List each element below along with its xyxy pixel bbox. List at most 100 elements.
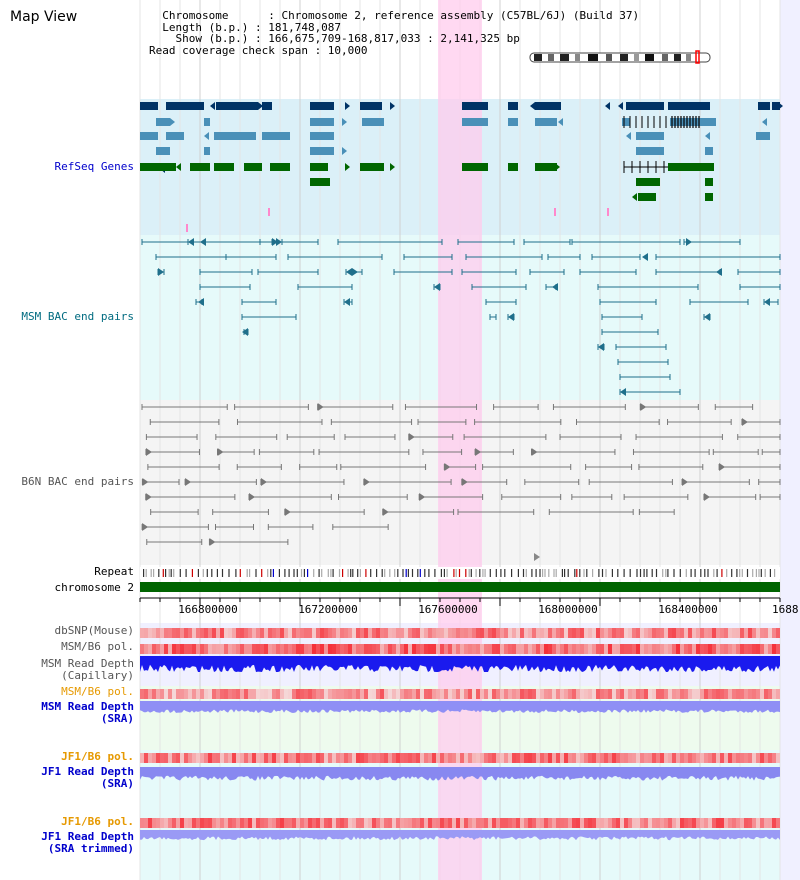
heat-cell xyxy=(532,818,536,828)
heat-cell xyxy=(380,753,384,763)
heat-cell xyxy=(384,644,388,654)
heat-cell xyxy=(716,628,720,638)
heat-cell xyxy=(436,753,440,763)
track-label-jf1-depth-sra[interactable]: JF1 Read Depth (SRA) xyxy=(41,765,134,790)
track-label-msm-bac[interactable]: MSM BAC end pairs xyxy=(21,310,134,323)
msm-pol-heatmap xyxy=(140,644,780,654)
heat-cell xyxy=(536,818,540,828)
track-label-msm-b6-pol[interactable]: MSM/B6 pol. xyxy=(61,640,134,653)
heat-cell xyxy=(292,628,296,638)
pair-end-arrow xyxy=(534,553,540,561)
heat-cell xyxy=(488,644,492,654)
repeat-element xyxy=(307,569,309,577)
heat-cell xyxy=(720,644,724,654)
refseq-genes xyxy=(140,102,783,232)
heat-cell xyxy=(572,753,576,763)
heat-cell xyxy=(532,689,536,699)
heat-cell xyxy=(732,689,736,699)
heat-cell xyxy=(240,628,244,638)
heat-cell xyxy=(204,628,208,638)
heat-cell xyxy=(396,753,400,763)
heat-cell xyxy=(308,628,312,638)
track-label-msm-depth-sra[interactable]: MSM Read Depth (SRA) xyxy=(41,700,134,725)
heat-cell xyxy=(304,818,308,828)
heat-cell xyxy=(596,689,600,699)
heat-cell xyxy=(264,644,268,654)
heat-cell xyxy=(440,628,444,638)
heat-cell xyxy=(636,753,640,763)
repeat-element xyxy=(758,569,760,577)
heat-cell xyxy=(336,644,340,654)
repeat-element xyxy=(553,569,555,577)
heat-cell xyxy=(508,689,512,699)
heat-cell xyxy=(372,689,376,699)
heat-cell xyxy=(612,753,616,763)
track-label-jf1-b6-pol-2[interactable]: JF1/B6 pol. xyxy=(61,815,134,828)
heat-cell xyxy=(612,689,616,699)
heat-cell xyxy=(596,644,600,654)
gene-arrow xyxy=(555,163,560,171)
axis-tick-label: 168000000 xyxy=(538,603,598,616)
heat-cell xyxy=(224,818,228,828)
gene-arrow xyxy=(558,118,563,126)
pair-end-arrow xyxy=(145,448,152,456)
heat-cell xyxy=(252,644,256,654)
heat-cell xyxy=(632,818,636,828)
heat-cell xyxy=(488,628,492,638)
track-label-dbsnp[interactable]: dbSNP(Mouse) xyxy=(54,624,134,637)
heat-cell xyxy=(668,628,672,638)
track-label-refseq[interactable]: RefSeq Genes xyxy=(54,160,134,173)
heat-cell xyxy=(340,628,344,638)
heat-cell xyxy=(244,628,248,638)
heat-cell xyxy=(428,644,432,654)
heat-cell xyxy=(680,753,684,763)
heat-cell xyxy=(648,818,652,828)
repeat-element xyxy=(639,569,642,577)
heat-cell xyxy=(192,689,196,699)
repeat-element xyxy=(455,569,457,577)
heat-cell xyxy=(156,753,160,763)
heat-cell xyxy=(588,628,592,638)
heat-cell xyxy=(560,689,564,699)
gene-feature xyxy=(758,102,770,110)
heat-cell xyxy=(360,644,364,654)
heat-cell xyxy=(340,753,344,763)
heat-cell xyxy=(568,644,572,654)
repeat-element xyxy=(760,569,762,577)
heat-cell xyxy=(272,689,276,699)
heat-cell xyxy=(720,628,724,638)
pair-end-arrow xyxy=(475,448,482,456)
heat-cell xyxy=(256,644,260,654)
repeat-element xyxy=(370,569,372,577)
heat-cell xyxy=(752,644,756,654)
heat-cell xyxy=(460,753,464,763)
track-label-jf1-depth-trimmed[interactable]: JF1 Read Depth (SRA trimmed) xyxy=(41,830,134,855)
track-label-jf1-b6-pol[interactable]: JF1/B6 pol. xyxy=(61,750,134,763)
heat-cell xyxy=(144,644,148,654)
repeat-element xyxy=(484,569,486,577)
heat-cell xyxy=(576,628,580,638)
heat-cell xyxy=(404,818,408,828)
heat-cell xyxy=(744,628,748,638)
heat-cell xyxy=(500,689,504,699)
heat-cell xyxy=(228,818,232,828)
track-label-msm-b6-pol-2[interactable]: MSM/B6 pol. xyxy=(61,685,134,698)
heat-cell xyxy=(376,689,380,699)
repeat-element xyxy=(694,569,696,577)
heat-cell xyxy=(224,644,228,654)
heat-cell xyxy=(480,689,484,699)
heat-cell xyxy=(432,689,436,699)
heat-cell xyxy=(148,753,152,763)
heat-cell xyxy=(492,689,496,699)
track-label-b6n-bac[interactable]: B6N BAC end pairs xyxy=(21,475,134,488)
repeat-element xyxy=(424,569,426,577)
heat-cell xyxy=(680,644,684,654)
heat-cell xyxy=(460,689,464,699)
heat-cell xyxy=(760,818,764,828)
heat-cell xyxy=(636,644,640,654)
heat-cell xyxy=(504,628,508,638)
heat-cell xyxy=(588,689,592,699)
heat-cell xyxy=(632,689,636,699)
heat-cell xyxy=(476,689,480,699)
track-label-msm-depth-capillary[interactable]: MSM Read Depth (Capillary) xyxy=(41,657,134,682)
